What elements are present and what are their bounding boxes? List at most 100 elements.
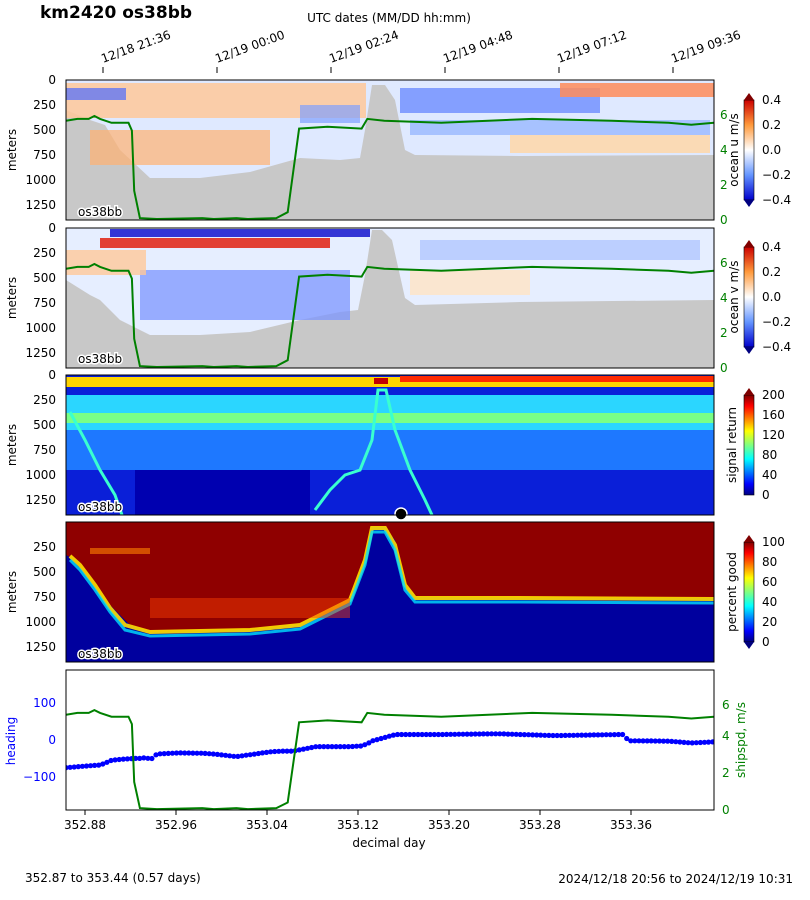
y-ticks: 0 250 500 750 1000 1250 — [25, 73, 56, 212]
y-axis-label: meters — [5, 571, 19, 613]
x-axis-label: decimal day — [352, 836, 425, 850]
heading-point — [182, 750, 188, 756]
heading-tick-label: 0 — [48, 733, 56, 747]
right-speed-ticks: 0 2 4 6 — [720, 108, 728, 227]
heading-point — [411, 731, 417, 738]
panel-frame — [65, 227, 715, 369]
heading-point — [223, 752, 229, 758]
heading-tick-label: −100 — [23, 770, 56, 784]
heading-point — [705, 739, 712, 745]
heading-point — [169, 750, 175, 756]
y-tick-label: 1000 — [25, 173, 56, 187]
heading-point — [534, 732, 540, 738]
heading-point — [255, 750, 261, 757]
heading-point — [439, 731, 446, 738]
heading-point — [419, 731, 425, 738]
heading-tick-label: 100 — [33, 696, 56, 710]
heading-point — [345, 744, 351, 750]
colorbar — [743, 99, 755, 201]
heading-point — [157, 751, 163, 757]
heading-point — [141, 755, 147, 761]
shipspd-axis-label: shipspd, m/s — [734, 702, 748, 778]
shipspd-ticks: 0 2 4 6 — [722, 698, 730, 817]
heading-point — [697, 739, 704, 746]
cbar-tick: 100 — [762, 535, 785, 549]
x-tick-label: 352.96 — [155, 818, 197, 832]
heading-point — [251, 751, 257, 757]
surface-hotspot — [374, 378, 388, 384]
cbar-tick: 40 — [762, 595, 777, 609]
heading-point — [243, 752, 249, 758]
y-tick-label: 500 — [33, 565, 56, 579]
y-tick-label: 0 — [48, 73, 56, 87]
heading-point — [476, 731, 482, 737]
heading-point — [366, 740, 372, 746]
cbar-label: signal return — [725, 407, 739, 483]
cbar-tick: 80 — [762, 448, 777, 462]
cbar-tick: 0.0 — [762, 143, 781, 157]
v-cool-region — [140, 270, 350, 320]
heading-point — [701, 739, 708, 745]
y-tick-label: 0 — [48, 368, 56, 382]
heading-point — [677, 739, 683, 745]
pg-noise-patch — [90, 548, 150, 554]
heading-point — [509, 731, 515, 737]
y-tick-label: 750 — [33, 148, 56, 162]
heading-point — [313, 744, 319, 750]
heading-point — [198, 750, 204, 756]
heading-point — [337, 744, 343, 750]
panel-tag: os38bb — [78, 500, 122, 514]
heading-point — [497, 731, 503, 737]
heading-point — [218, 752, 225, 758]
mid-signal-band — [66, 430, 714, 470]
u-warm-patch — [90, 130, 270, 165]
panel-frame — [65, 374, 715, 516]
heading-point — [484, 731, 491, 737]
heading-point — [386, 733, 392, 739]
heading-point — [173, 750, 180, 756]
y-axis-label: meters — [5, 424, 19, 466]
panel-tag: os38bb — [78, 205, 122, 219]
u-warm-patch — [510, 135, 710, 153]
y-tick-label: 1000 — [25, 615, 56, 629]
y-tick-label: 1250 — [25, 640, 56, 654]
heading-point — [538, 732, 544, 738]
u-cool-band — [410, 120, 710, 135]
heading-point — [669, 738, 675, 745]
v-warm-patch — [410, 270, 530, 295]
heading-point — [566, 732, 573, 738]
heading-point — [137, 755, 143, 762]
good-data-region — [66, 522, 714, 632]
heading-ticks: 100 0 −100 — [23, 696, 56, 784]
heading-point — [71, 764, 77, 770]
bottom-echo — [68, 411, 124, 515]
heading-point — [415, 731, 421, 738]
panel-frame — [65, 521, 715, 663]
y-tick-label: 1250 — [25, 346, 56, 360]
heading-point — [587, 732, 593, 738]
speed-tick-label: 2 — [720, 178, 728, 192]
heading-point — [599, 732, 605, 738]
top-tick-label: 12/19 07:12 — [555, 28, 628, 66]
shipspd-tick-label: 2 — [722, 766, 730, 780]
y-tick-label: 250 — [33, 98, 56, 112]
cbar-tick: 40 — [762, 468, 777, 482]
heading-point — [579, 732, 585, 738]
heading-point — [124, 756, 130, 762]
heading-point — [685, 740, 691, 746]
cbar-tick: 0 — [762, 635, 770, 649]
heading-point — [88, 763, 94, 769]
top-tick-label: 12/19 09:36 — [669, 28, 742, 66]
heading-point — [583, 732, 589, 738]
cbar-tick: 0.0 — [762, 290, 781, 304]
heading-point — [288, 748, 294, 754]
v-cool-patch — [420, 240, 700, 260]
v-warm-patch — [66, 250, 146, 275]
y-tick-label: 1000 — [25, 321, 56, 335]
heading-point — [399, 731, 405, 738]
heading-point — [333, 744, 339, 750]
y-tick-label: 0 — [48, 221, 56, 235]
heading-point — [673, 739, 679, 745]
heading-point — [513, 731, 519, 737]
heading-point — [112, 757, 118, 763]
